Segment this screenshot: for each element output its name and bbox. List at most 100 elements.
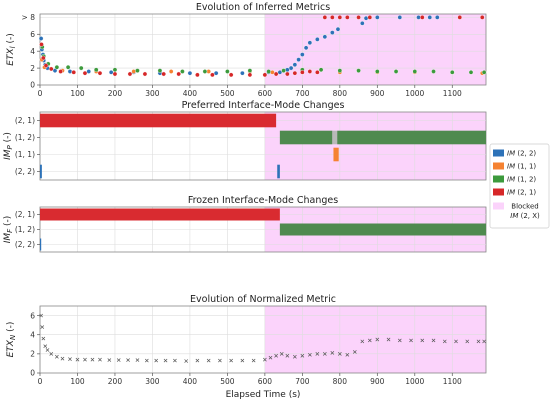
data-point-blue: [187, 70, 193, 76]
data-point-blue: [397, 15, 403, 20]
data-point-red: [479, 15, 485, 20]
data-point-red: [337, 15, 343, 20]
data-point-blue: [360, 20, 365, 26]
legend-label-suffix: (2, 2): [515, 150, 536, 158]
data-point-marker: [330, 351, 335, 355]
chart-title: Evolution of Inferred Metrics: [196, 2, 330, 13]
data-point-blue: [434, 15, 440, 20]
data-point-red: [356, 15, 361, 20]
data-point-marker: [386, 337, 391, 342]
y-tick-label: (2, 1): [15, 210, 35, 219]
data-point-red: [307, 69, 313, 74]
x-tick-label: 600: [258, 89, 273, 98]
data-point-orange: [131, 69, 136, 74]
legend-label: IM (2, X): [510, 212, 540, 220]
data-point-marker: [98, 357, 102, 362]
data-point-marker: [375, 337, 380, 342]
bar-segment-bar_red: [40, 113, 277, 128]
data-point-red: [292, 70, 298, 76]
data-point-green: [481, 70, 487, 75]
data-point-green: [54, 64, 60, 70]
data-point-red: [345, 15, 350, 20]
data-point-red: [367, 15, 373, 20]
data-point-blue: [375, 15, 380, 20]
data-point-marker: [173, 358, 177, 363]
data-point-marker: [337, 352, 342, 356]
data-point-blue: [307, 40, 313, 46]
data-point-red: [71, 70, 77, 75]
legend-label: IM (1, 2): [507, 176, 536, 184]
legend-label: IM (1, 1): [507, 163, 536, 171]
data-point-red: [247, 72, 253, 78]
legend-label-prefix: IM: [507, 189, 515, 197]
x-tick-label: 800: [333, 89, 348, 98]
data-point-red: [330, 15, 335, 20]
x-tick-label: 200: [108, 377, 123, 386]
data-point-marker: [345, 352, 350, 357]
data-point-marker: [240, 358, 245, 363]
legend-label-suffix: (1, 2): [515, 176, 536, 184]
data-point-green: [393, 69, 399, 74]
y-axis-label: ETXl (-): [6, 33, 17, 65]
data-point-marker: [75, 357, 80, 362]
y-axis-label-unit: (-): [6, 33, 16, 46]
legend-swatch-green: [493, 175, 504, 183]
data-point-green: [93, 67, 99, 73]
data-point-marker: [420, 338, 425, 343]
x-tick-label: 1000: [405, 377, 424, 386]
data-point-marker: [293, 354, 297, 359]
y-tick-label: (2, 2): [15, 167, 35, 176]
data-point-marker: [285, 353, 290, 358]
chart-title: Evolution of Normalized Metric: [190, 294, 336, 305]
data-point-marker: [279, 352, 284, 356]
data-point-red: [112, 71, 118, 77]
y-axis-label-main: ETX: [6, 48, 16, 66]
data-point-red: [142, 71, 148, 77]
data-point-marker: [218, 358, 222, 363]
x-tick-label: 600: [258, 377, 273, 386]
data-point-green: [449, 70, 455, 75]
axes-frame: [39, 111, 487, 181]
data-point-blue: [288, 65, 294, 71]
data-point-blue: [427, 15, 433, 20]
data-point-marker: [300, 353, 305, 358]
data-point-marker: [482, 339, 486, 344]
data-point-blue: [213, 70, 219, 76]
data-point-green: [225, 69, 230, 74]
data-point-marker: [144, 358, 149, 363]
data-point-marker: [154, 358, 159, 363]
data-point-marker: [43, 344, 48, 349]
legend-swatch-red: [493, 188, 504, 196]
data-point-red: [300, 70, 305, 75]
bar-segment-gray: [332, 130, 338, 145]
data-point-marker: [40, 325, 45, 329]
legend-label-prefix: IM: [507, 150, 515, 158]
y-tick-label: (2, 2): [15, 240, 35, 249]
legend-label-prefix: IM: [507, 176, 515, 184]
legend-box: [489, 143, 550, 229]
data-point-marker: [39, 313, 43, 318]
x-tick-label: 700: [295, 89, 310, 98]
data-point-marker: [229, 358, 233, 363]
data-point-marker: [409, 338, 413, 343]
y-axis-label-main: IM: [3, 149, 13, 160]
data-point-red: [419, 15, 425, 20]
data-point-marker: [268, 355, 273, 360]
chart-title: Frozen Interface-Mode Changes: [188, 195, 338, 206]
data-point-marker: [476, 339, 481, 344]
legend-label-suffix: (2, 1): [515, 189, 536, 197]
x-tick-label: 100: [70, 89, 85, 98]
data-point-marker: [263, 357, 267, 362]
data-point-orange: [168, 69, 174, 74]
data-point-marker: [274, 353, 278, 358]
data-point-blue: [67, 69, 73, 74]
axes-frame: [39, 305, 487, 374]
data-point-blue: [315, 37, 320, 42]
data-point-red: [210, 72, 215, 78]
x-tick-label: 900: [370, 377, 385, 386]
data-point-marker: [126, 358, 130, 362]
data-point-green: [281, 68, 286, 73]
data-point-green: [266, 69, 271, 74]
x-tick-label: 300: [145, 89, 160, 98]
x-axis-label: Elapsed Time (s): [226, 390, 301, 400]
